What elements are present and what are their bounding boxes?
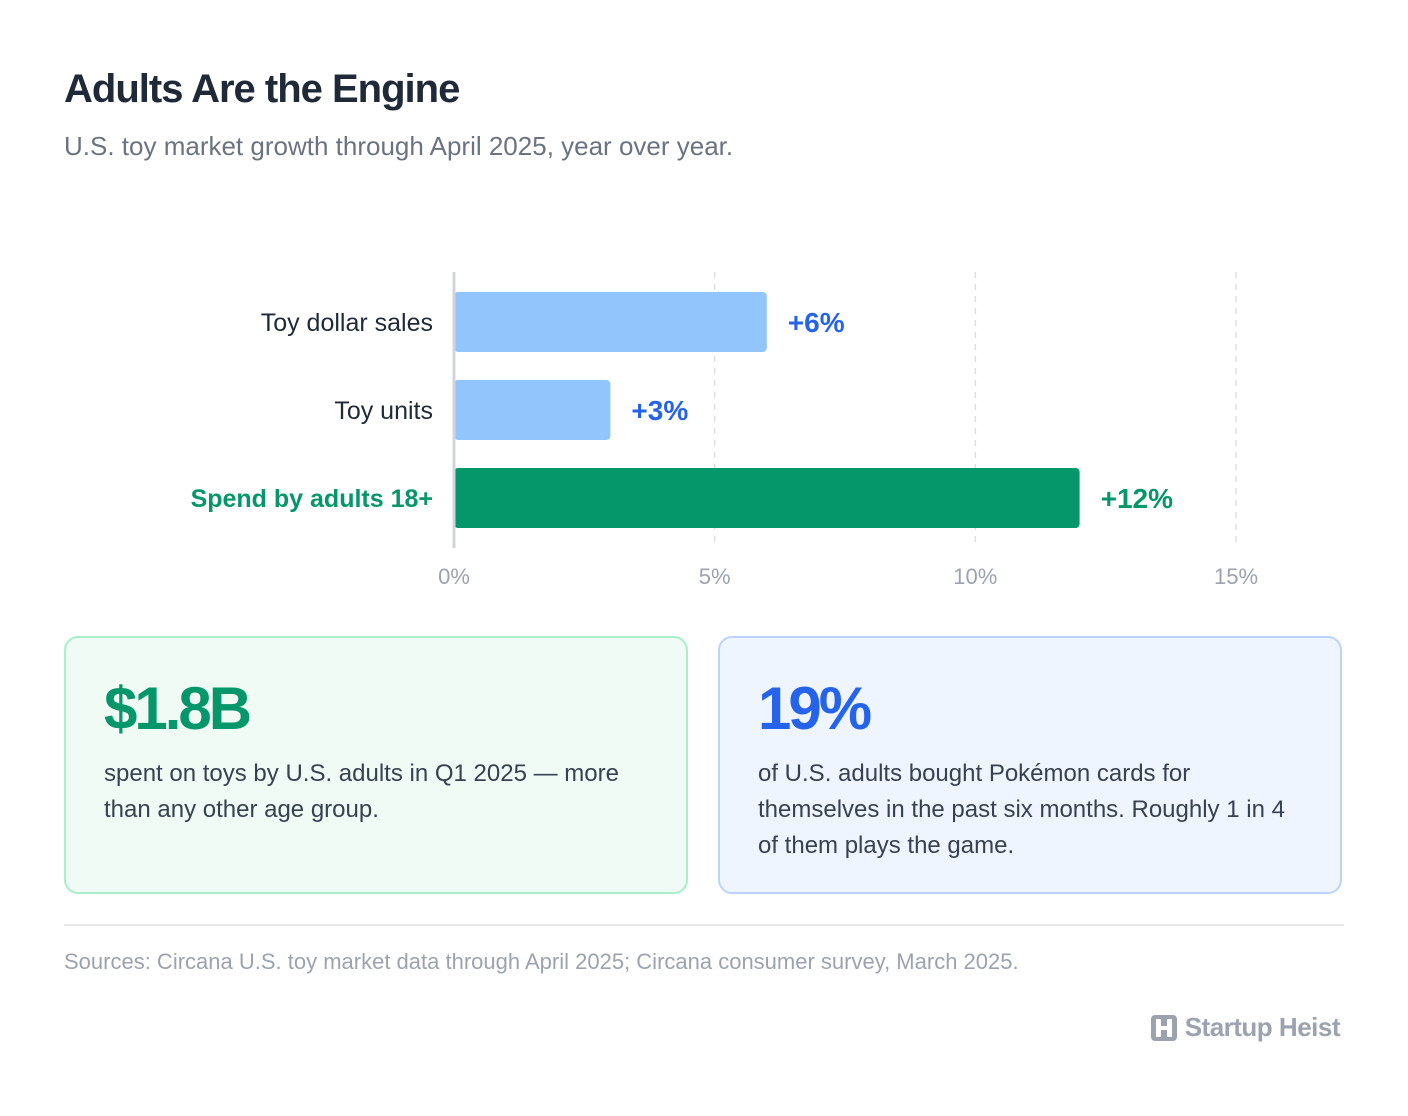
sources-note: Sources: Circana U.S. toy market data th… <box>64 949 1019 974</box>
bar <box>454 380 611 440</box>
page-title: Adults Are the Engine <box>64 67 460 111</box>
bar-chart: 0% 5% 10% 15% Toy dollar sales +6% Toy units +3… <box>191 272 1258 589</box>
x-tick-label: 5% <box>699 564 731 589</box>
stat-card-adult-spend: $1.8B spent on toys by U.S. adults in Q1… <box>64 636 688 894</box>
page-subtitle: U.S. toy market growth through April 202… <box>64 131 734 161</box>
stat-description: of U.S. adults bought Pokémon cards for … <box>758 760 1285 859</box>
bar <box>454 468 1080 528</box>
stat-description: spent on toys by U.S. adults in Q1 2025 … <box>104 760 619 823</box>
bar <box>454 292 767 352</box>
data-label: +6% <box>788 307 845 338</box>
category-label: Spend by adults 18+ <box>191 485 433 513</box>
stat-value: 19% <box>758 675 872 742</box>
data-label: +3% <box>631 395 688 426</box>
x-tick-label: 10% <box>953 564 997 589</box>
category-label: Toy units <box>334 397 433 425</box>
x-tick-label: 15% <box>1214 564 1258 589</box>
brand-name: Startup Heist <box>1184 1012 1341 1042</box>
footer-divider <box>64 924 1344 926</box>
x-tick-label: 0% <box>438 564 470 589</box>
stat-value: $1.8B <box>104 675 252 742</box>
category-label: Toy dollar sales <box>261 309 433 337</box>
brand-logo: Startup Heist <box>1150 1012 1341 1043</box>
h-logo-icon <box>1150 1014 1177 1041</box>
stat-card-pokemon: 19% of U.S. adults bought Pokémon cards … <box>718 636 1342 894</box>
data-label: +12% <box>1101 483 1173 514</box>
